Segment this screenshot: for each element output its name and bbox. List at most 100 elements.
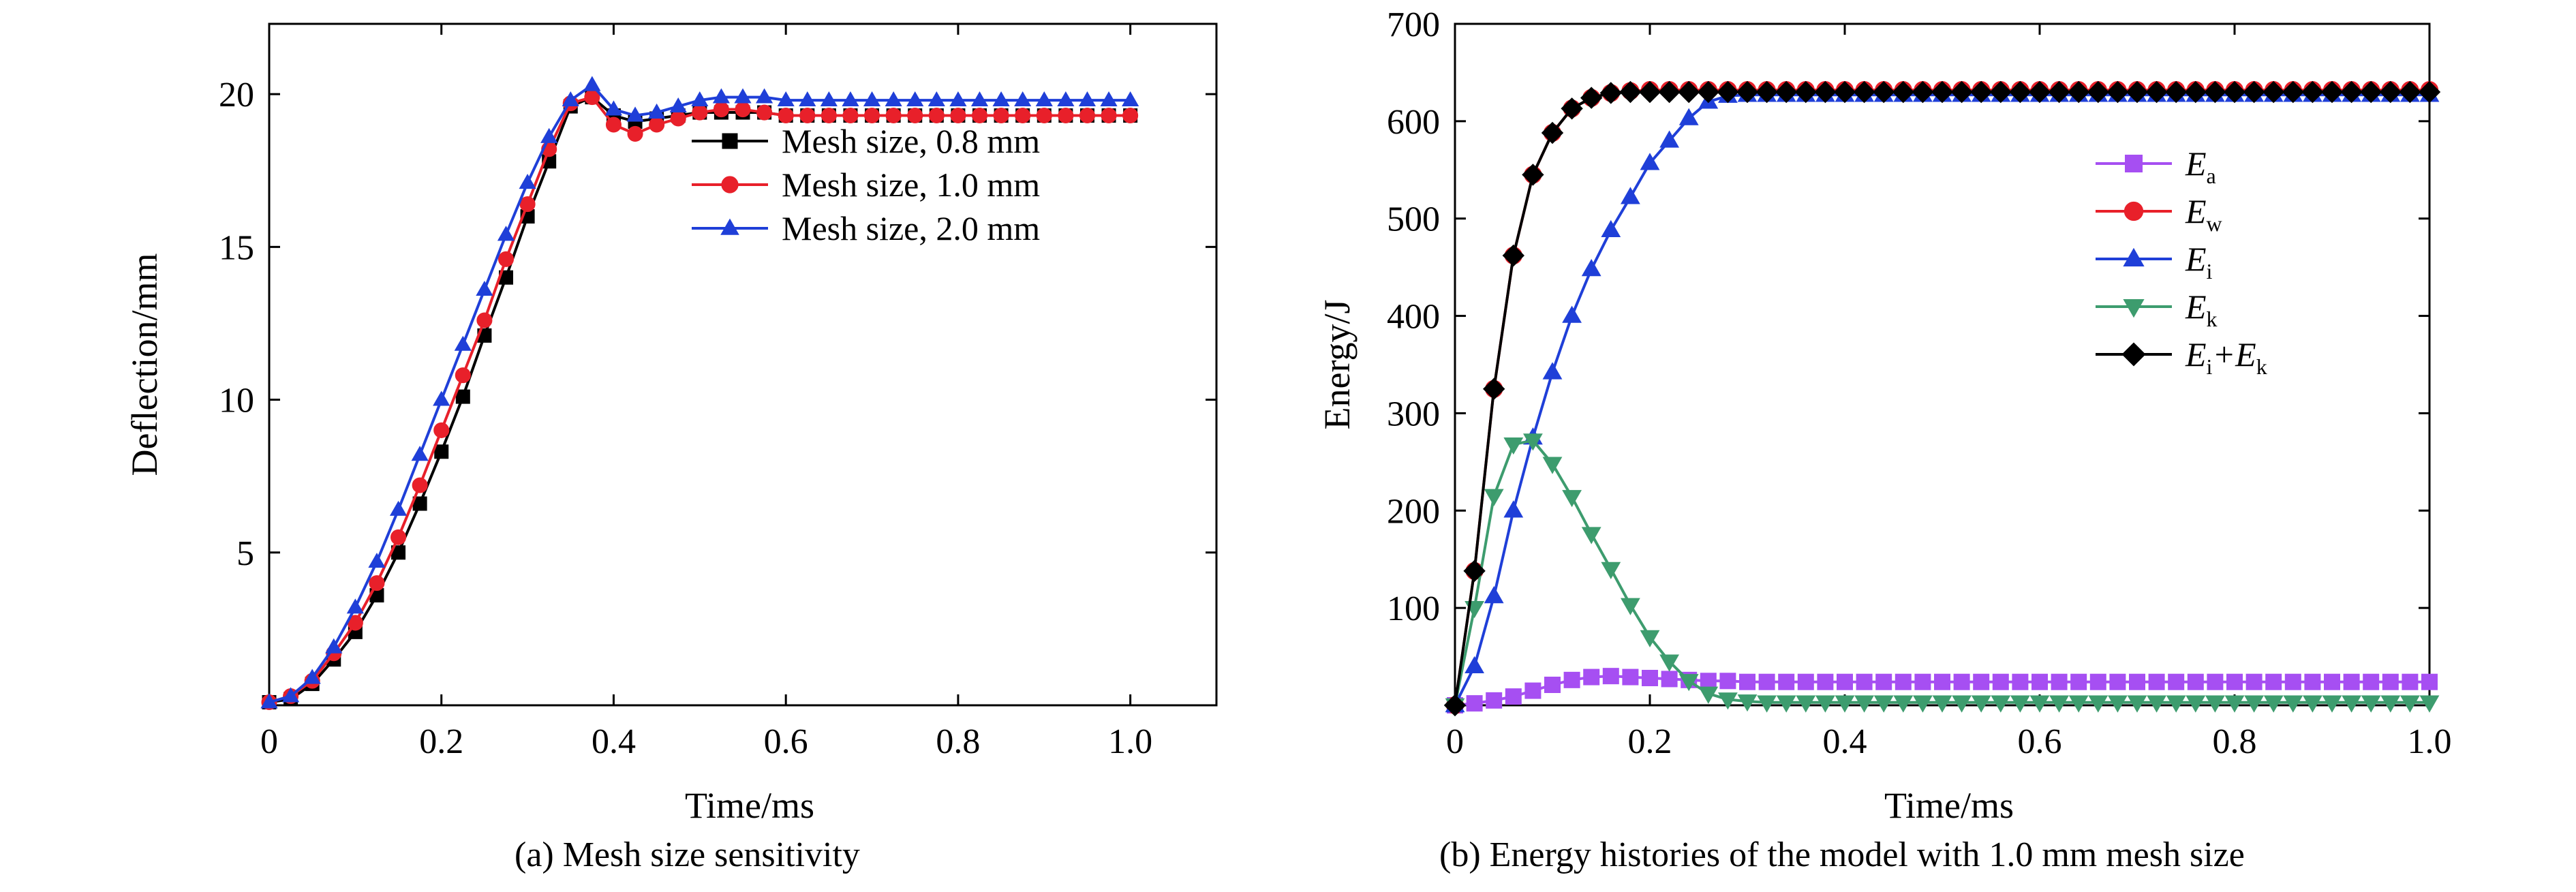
- data-point: [1483, 378, 1505, 400]
- data-point: [2127, 695, 2147, 713]
- data-point: [1484, 586, 1504, 604]
- legend-main: E: [2185, 240, 2207, 278]
- data-point: [2207, 673, 2224, 690]
- data-point: [1953, 673, 1970, 690]
- data-point: [927, 91, 945, 107]
- data-point: [2051, 673, 2068, 690]
- data-point: [1833, 80, 1856, 104]
- data-point: [303, 668, 321, 684]
- data-point: [799, 91, 816, 107]
- data-point: [1778, 673, 1795, 690]
- data-point: [1542, 362, 1563, 380]
- data-point: [1014, 91, 1032, 107]
- data-point: [391, 545, 406, 560]
- data-point: [863, 91, 881, 107]
- data-point: [1122, 91, 1139, 107]
- series-line: [1454, 91, 2429, 706]
- data-point: [2070, 673, 2087, 690]
- data-point: [906, 91, 924, 107]
- data-point: [756, 104, 773, 121]
- data-point: [1737, 694, 1758, 712]
- x-tick-label: 0.2: [419, 722, 463, 761]
- data-point: [2049, 695, 2069, 713]
- data-point: [1758, 673, 1775, 690]
- data-point: [1581, 259, 1601, 277]
- legend-marker: [2123, 298, 2145, 318]
- data-point: [2400, 695, 2420, 713]
- data-point: [1621, 187, 1640, 204]
- data-point: [1835, 695, 1855, 713]
- data-point: [2223, 80, 2246, 104]
- data-point: [1854, 695, 1874, 713]
- data-point: [2109, 673, 2126, 690]
- data-point: [1815, 695, 1835, 713]
- data-point: [369, 575, 385, 591]
- data-point: [368, 553, 386, 568]
- data-point: [885, 108, 902, 124]
- data-point: [712, 88, 731, 104]
- data-point: [778, 108, 794, 124]
- data-point: [2205, 695, 2225, 713]
- data-point: [1678, 108, 1699, 125]
- legend-main: E: [2185, 335, 2207, 373]
- data-point: [1503, 500, 1524, 518]
- data-point: [1122, 108, 1139, 124]
- data-point: [2068, 80, 2090, 104]
- legend-entry: Ew: [2185, 192, 2222, 236]
- legend-entry: Ek: [2185, 288, 2218, 331]
- data-point: [281, 687, 300, 703]
- data-point: [2263, 80, 2285, 104]
- data-point: [755, 88, 773, 104]
- data-point: [1622, 668, 1639, 686]
- data-point: [1814, 80, 1837, 104]
- data-point: [1678, 674, 1699, 692]
- data-point: [2224, 695, 2245, 713]
- data-point: [1776, 695, 1796, 713]
- data-point: [1561, 97, 1583, 120]
- x-tick-label: 1.0: [1108, 722, 1152, 761]
- data-point: [455, 367, 471, 384]
- data-point: [1775, 80, 1798, 104]
- series-mesh-size-2-0-mm: [260, 76, 1139, 709]
- data-point: [907, 108, 923, 124]
- data-point: [1913, 695, 1933, 713]
- series-line: [1454, 439, 2429, 706]
- data-point: [821, 108, 837, 124]
- data-point: [2342, 695, 2361, 713]
- y-axis-label: Deflection/mm: [124, 253, 165, 476]
- data-point: [1583, 668, 1600, 686]
- data-point: [2106, 80, 2129, 104]
- data-point: [2089, 673, 2106, 690]
- data-point: [1934, 673, 1950, 690]
- data-point: [2263, 695, 2284, 713]
- data-point: [1837, 673, 1853, 690]
- data-point: [626, 106, 644, 122]
- data-point: [1719, 673, 1736, 690]
- data-point: [540, 127, 558, 143]
- data-point: [1950, 80, 1973, 104]
- data-point: [1853, 80, 1875, 104]
- data-point: [1101, 108, 1117, 124]
- y-tick-label: 300: [1387, 395, 1440, 433]
- data-point: [1619, 80, 1642, 104]
- y-axis-label: Energy/J: [1317, 300, 1358, 430]
- data-point: [412, 496, 427, 511]
- data-point: [454, 335, 472, 351]
- data-point: [1580, 87, 1603, 109]
- x-tick-label: 0: [1446, 722, 1464, 761]
- data-point: [1794, 80, 1817, 104]
- data-point: [1035, 91, 1053, 107]
- legend-entry: Mesh size, 2.0 mm: [782, 209, 1040, 247]
- plot-frame: [268, 22, 1218, 707]
- data-point: [1875, 673, 1892, 690]
- legend-sub: i: [2207, 259, 2213, 283]
- data-point: [1817, 673, 1834, 690]
- legend-marker: [2121, 342, 2146, 367]
- data-point: [1602, 668, 1619, 685]
- data-point: [1718, 692, 1738, 710]
- data-point: [2382, 673, 2399, 690]
- series-ek: [1445, 433, 2440, 716]
- data-point: [1678, 80, 1700, 104]
- data-point: [1873, 695, 1894, 713]
